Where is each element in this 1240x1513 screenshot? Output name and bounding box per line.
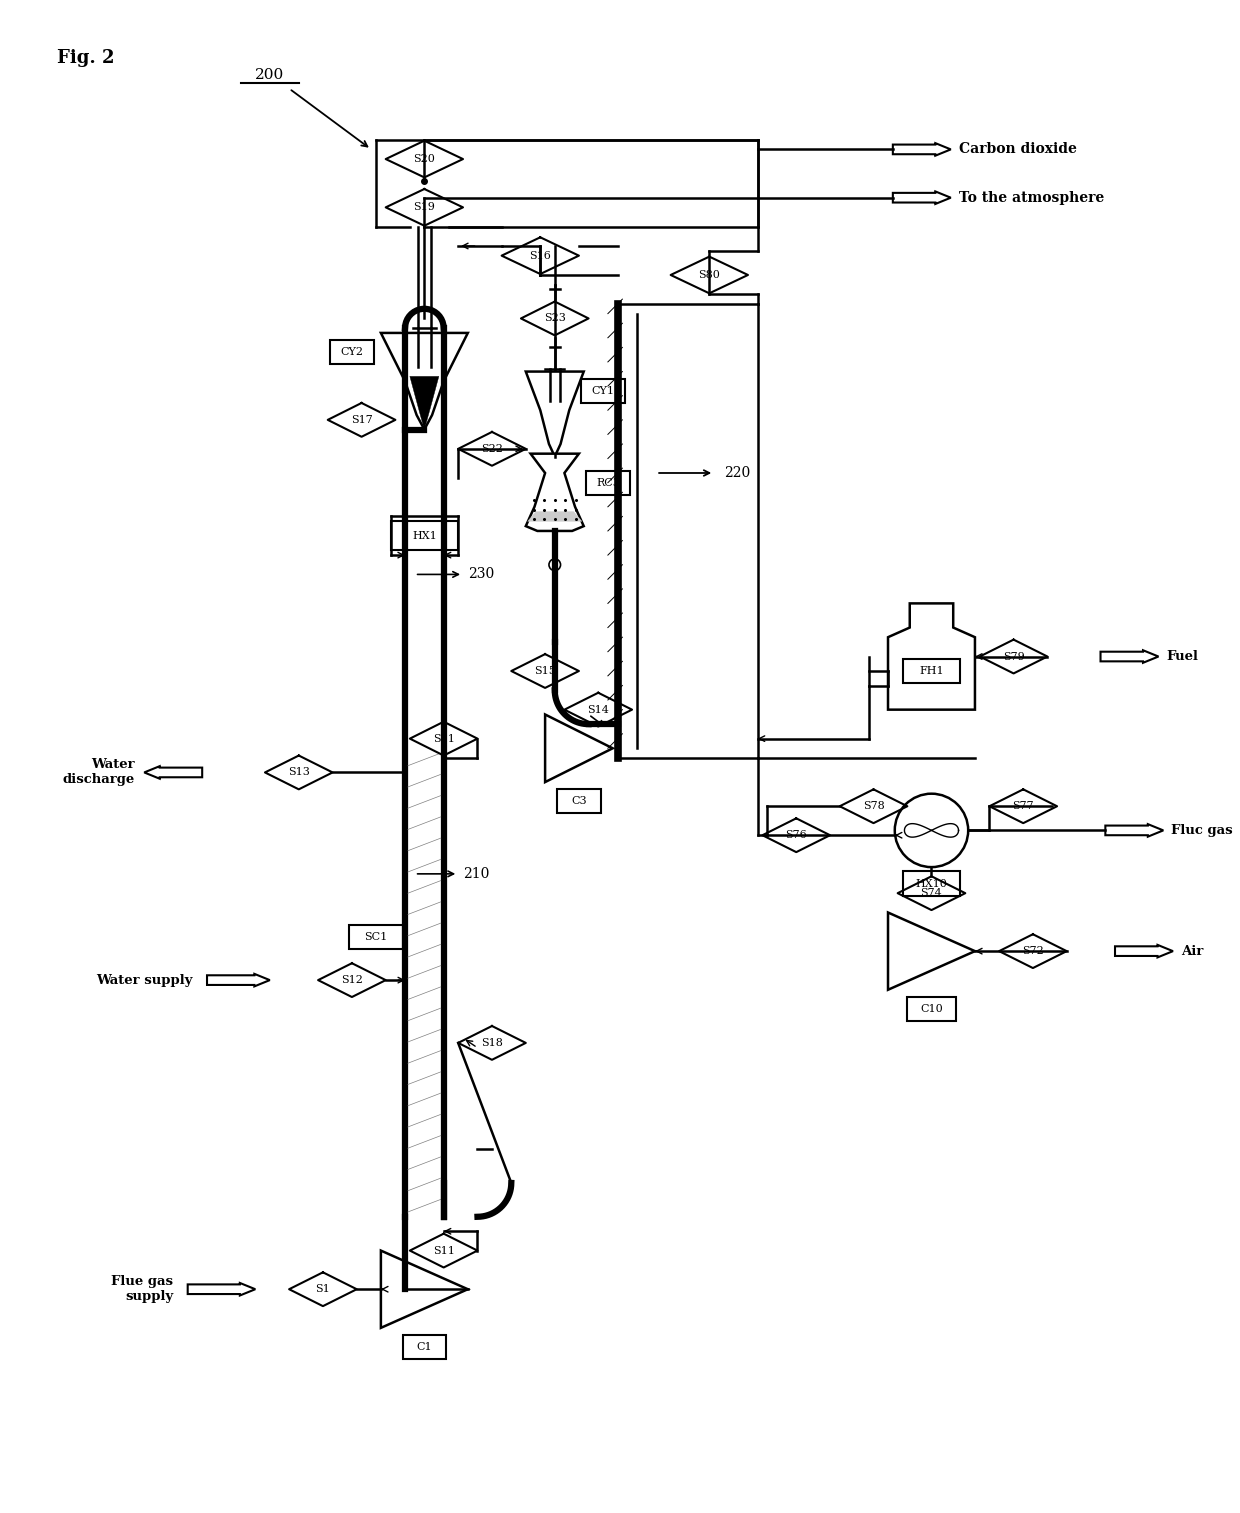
Text: S79: S79 bbox=[1003, 652, 1024, 661]
Text: HX1: HX1 bbox=[412, 531, 436, 540]
Text: Flue gas
supply: Flue gas supply bbox=[112, 1275, 174, 1303]
Text: Water supply: Water supply bbox=[95, 974, 192, 986]
Text: S17: S17 bbox=[351, 415, 372, 425]
Polygon shape bbox=[381, 333, 467, 430]
Bar bbox=[350, 924, 403, 949]
Text: S77: S77 bbox=[1012, 802, 1034, 811]
Text: S19: S19 bbox=[413, 203, 435, 212]
Text: 210: 210 bbox=[463, 867, 490, 881]
Text: S78: S78 bbox=[863, 802, 884, 811]
Bar bbox=[587, 471, 630, 495]
Text: S1: S1 bbox=[315, 1285, 330, 1294]
Text: S16: S16 bbox=[529, 251, 552, 260]
Bar bbox=[330, 340, 373, 365]
Text: S12: S12 bbox=[341, 974, 363, 985]
Text: Fuel: Fuel bbox=[1166, 651, 1198, 663]
Text: 230: 230 bbox=[467, 567, 494, 581]
Text: S80: S80 bbox=[698, 269, 720, 280]
Text: CY2: CY2 bbox=[341, 348, 363, 357]
Text: S18: S18 bbox=[481, 1038, 503, 1049]
Text: Fluc gas: Fluc gas bbox=[1171, 825, 1233, 837]
Text: S22: S22 bbox=[481, 443, 503, 454]
Text: Air: Air bbox=[1180, 944, 1203, 958]
Text: RC3: RC3 bbox=[596, 478, 620, 487]
Bar bbox=[582, 378, 625, 402]
Text: S76: S76 bbox=[785, 831, 807, 840]
Bar bbox=[903, 660, 961, 682]
Text: C1: C1 bbox=[417, 1342, 433, 1353]
Text: S11: S11 bbox=[433, 1245, 455, 1256]
Text: S21: S21 bbox=[433, 734, 455, 743]
Polygon shape bbox=[528, 511, 582, 522]
Text: SC1: SC1 bbox=[365, 932, 388, 941]
Text: S14: S14 bbox=[588, 705, 609, 714]
Text: 200: 200 bbox=[255, 68, 284, 82]
Text: S20: S20 bbox=[413, 154, 435, 163]
Bar bbox=[557, 790, 600, 814]
Text: To the atmosphere: To the atmosphere bbox=[959, 191, 1104, 204]
Polygon shape bbox=[526, 454, 584, 531]
Polygon shape bbox=[410, 377, 439, 430]
Bar bbox=[391, 522, 458, 551]
Text: HX10: HX10 bbox=[915, 879, 947, 888]
Text: 220: 220 bbox=[724, 466, 750, 480]
Text: S23: S23 bbox=[544, 313, 565, 324]
Text: Water
discharge: Water discharge bbox=[62, 758, 135, 787]
Bar bbox=[908, 997, 956, 1021]
Text: S74: S74 bbox=[920, 888, 942, 899]
Bar bbox=[403, 1334, 446, 1359]
Text: FH1: FH1 bbox=[919, 666, 944, 676]
Text: C3: C3 bbox=[572, 796, 587, 806]
Text: Fig. 2: Fig. 2 bbox=[57, 48, 115, 67]
Text: CY1: CY1 bbox=[591, 386, 615, 396]
Text: S15: S15 bbox=[534, 666, 556, 676]
Text: S13: S13 bbox=[288, 767, 310, 778]
Polygon shape bbox=[526, 372, 584, 457]
Text: C10: C10 bbox=[920, 1005, 942, 1014]
Text: S72: S72 bbox=[1022, 946, 1044, 956]
Bar bbox=[903, 871, 961, 896]
Text: Carbon dioxide: Carbon dioxide bbox=[959, 142, 1076, 156]
